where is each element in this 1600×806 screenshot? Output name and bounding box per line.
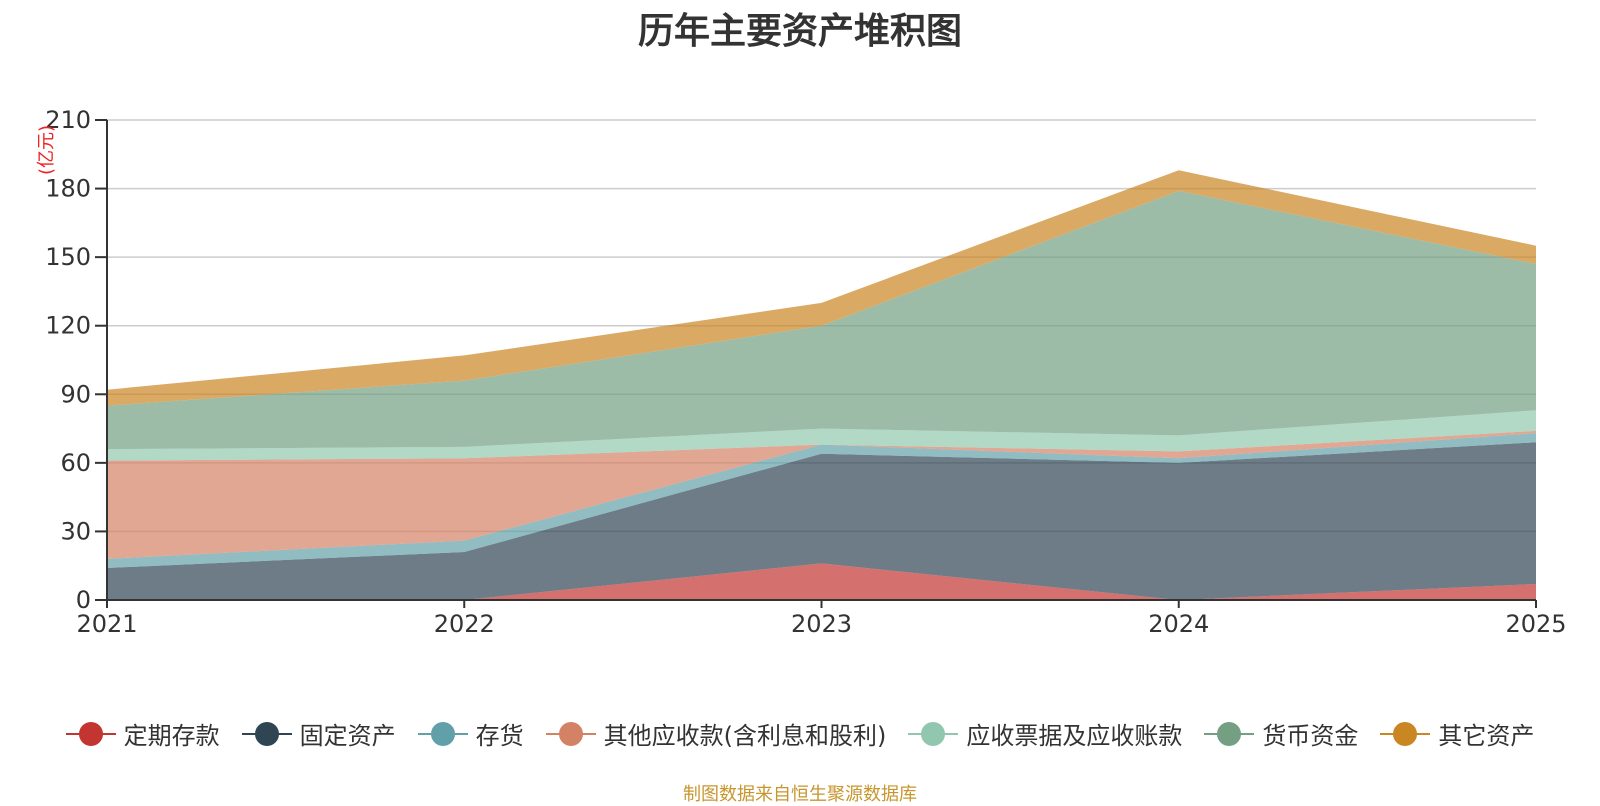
area-series-3 <box>107 430 1536 559</box>
legend-item-0[interactable]: 定期存款 <box>65 716 220 751</box>
legend-marker-icon <box>1380 720 1431 748</box>
x-tick-label-2023: 2023 <box>791 610 852 638</box>
y-tick-label-150: 150 <box>45 243 91 271</box>
x-tick-label-2024: 2024 <box>1148 610 1209 638</box>
x-tick-label-2025: 2025 <box>1505 610 1566 638</box>
y-tick-label-0: 0 <box>76 586 91 614</box>
area-layer <box>107 170 1536 600</box>
legend-label: 存货 <box>475 722 524 750</box>
legend-item-5[interactable]: 货币资金 <box>1204 716 1358 751</box>
area-series-5 <box>107 190 1536 450</box>
area-series-2 <box>107 433 1536 568</box>
y-tick-label-30: 30 <box>60 517 91 545</box>
legend: 定期存款 固定资产 存货 其他应收款(含利息和股利) 应收票据及应收账款 货币资金 其它资产 <box>0 716 1600 751</box>
legend-marker-icon <box>908 720 959 748</box>
legend-item-3[interactable]: 其他应收款(含利息和股利) <box>545 716 887 751</box>
legend-item-6[interactable]: 其它资产 <box>1380 716 1534 751</box>
y-tick-label-90: 90 <box>60 380 91 408</box>
legend-label: 应收票据及应收账款 <box>966 722 1183 750</box>
legend-label: 定期存款 <box>123 722 220 750</box>
x-tick-label-2021: 2021 <box>76 610 137 638</box>
legend-label: 货币资金 <box>1262 722 1359 750</box>
legend-marker-icon <box>241 720 292 748</box>
legend-label: 固定资产 <box>299 722 396 750</box>
legend-item-1[interactable]: 固定资产 <box>241 716 396 751</box>
legend-label: 其它资产 <box>1438 722 1535 750</box>
axis-layer: 0 30 60 90 120 150 180 210 2021 2022 2023 2024 2025 <box>45 106 1566 638</box>
y-tick-label-60: 60 <box>60 449 91 477</box>
area-series-4 <box>107 410 1536 461</box>
y-axis-unit-label: (亿元) <box>36 125 57 175</box>
legend-marker-icon <box>65 720 116 748</box>
source-note: 制图数据来自恒生聚源数据库 <box>683 784 917 805</box>
area-series-6 <box>107 170 1536 406</box>
x-tick-label-2022: 2022 <box>434 610 495 638</box>
legend-marker-icon <box>545 720 596 748</box>
legend-marker-icon <box>417 720 468 748</box>
legend-item-2[interactable]: 存货 <box>417 716 524 751</box>
area-series-1 <box>107 442 1536 600</box>
legend-marker-icon <box>1204 720 1255 748</box>
y-tick-label-210: 210 <box>45 106 91 134</box>
y-tick-label-180: 180 <box>45 175 91 203</box>
chart-title: 历年主要资产堆积图 <box>637 11 962 52</box>
legend-item-4[interactable]: 应收票据及应收账款 <box>908 716 1182 751</box>
y-tick-label-120: 120 <box>45 312 91 340</box>
legend-label: 其他应收款(含利息和股利) <box>603 722 887 750</box>
area-series-0 <box>107 563 1536 600</box>
